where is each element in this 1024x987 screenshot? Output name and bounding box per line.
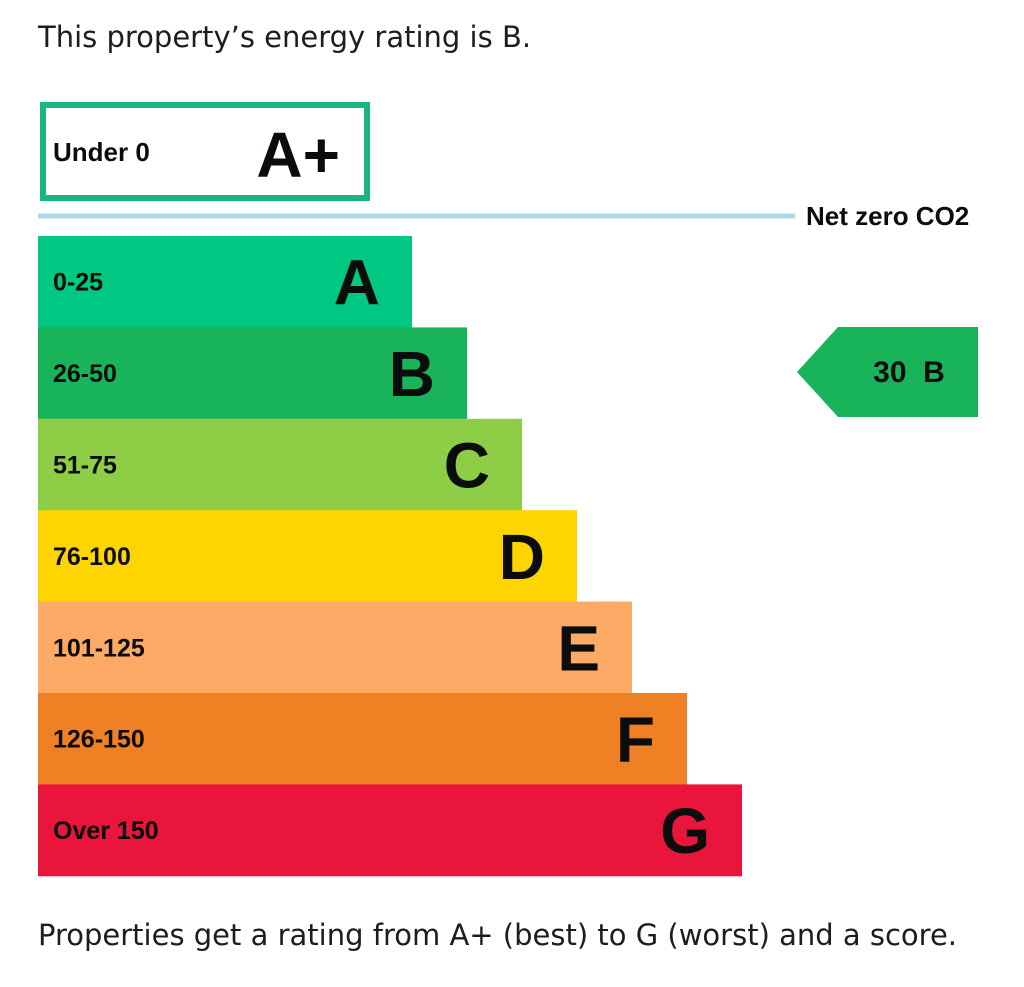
band-g-bar	[38, 784, 742, 877]
band-d-range: 76-100	[53, 543, 131, 571]
rating-bands: 0-25 A 26-50 B 51-75 C 76-100 D 101-125 E 126-150 F…	[38, 236, 742, 877]
band-c-range: 51-75	[53, 452, 117, 480]
rating-explanation-text: Properties get a rating from A+ (best) t…	[38, 918, 958, 952]
band-c-letter: C	[444, 430, 490, 502]
band-f-letter: F	[616, 704, 655, 776]
rating-summary-text: This property’s energy rating is B.	[38, 20, 532, 54]
band-b-range: 26-50	[53, 360, 117, 388]
band-a-plus-box	[40, 102, 370, 201]
net-zero-label: Net zero CO2	[806, 201, 969, 231]
current-rating-label: 30 B	[873, 356, 945, 389]
band-c-bar	[38, 418, 522, 511]
band-d-letter: D	[499, 521, 545, 593]
band-a-plus-range: Under 0	[53, 137, 150, 167]
band-b-letter: B	[389, 338, 435, 410]
band-a-range: 0-25	[53, 269, 103, 297]
band-g-range: Over 150	[53, 817, 159, 845]
band-a-plus-letter: A+	[256, 119, 340, 191]
band-f-bar	[38, 693, 687, 785]
current-rating-arrow	[797, 327, 978, 417]
band-e-range: 101-125	[53, 634, 145, 662]
band-g-letter: G	[660, 795, 710, 867]
band-b-bar	[38, 327, 467, 420]
band-a-letter: A	[334, 247, 380, 319]
band-a-bar	[38, 236, 412, 328]
band-e-bar	[38, 601, 632, 694]
band-e-letter: E	[557, 612, 600, 684]
energy-rating-chart: Under 0 A+ Net zero CO2 0-25 A 26-50 B 51-75…	[38, 102, 978, 877]
band-d-bar	[38, 510, 577, 603]
band-f-range: 126-150	[53, 726, 145, 754]
